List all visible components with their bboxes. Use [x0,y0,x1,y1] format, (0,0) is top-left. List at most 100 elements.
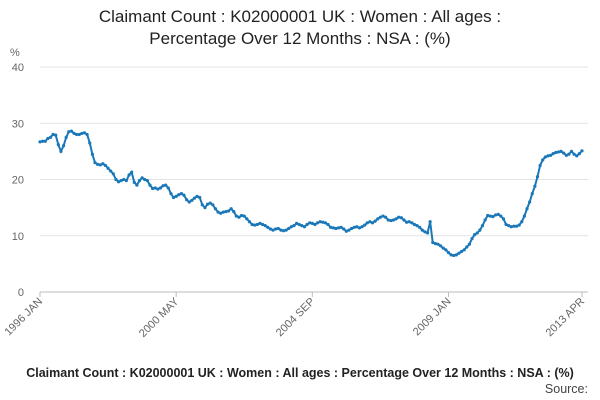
x-tick-label: 2013 APR [544,296,588,340]
data-point [541,158,545,162]
data-point [279,228,283,232]
data-point [454,253,458,257]
data-point [436,242,440,246]
data-point [355,225,359,229]
data-point [260,222,265,227]
data-point [101,162,105,166]
data-point [562,151,566,155]
data-point [336,226,341,230]
data-point [478,228,482,232]
data-point [404,220,409,224]
data-point [216,210,220,214]
data-point [569,149,574,153]
data-point [520,220,524,224]
data-point [109,169,113,173]
data-point [294,221,299,225]
data-point [331,226,335,230]
data-point [219,211,223,215]
data-point [221,210,225,214]
data-point [449,253,453,257]
data-point [389,218,393,223]
data-point [132,180,136,184]
data-point [119,179,123,183]
data-point [255,222,259,227]
data-point [169,191,173,196]
data-point [418,225,422,229]
data-point [211,203,215,207]
data-point [509,225,513,229]
data-point [297,222,301,227]
data-point [415,224,419,228]
data-point [232,209,236,214]
data-point [130,170,134,174]
data-point [67,130,71,134]
data-point [54,133,58,137]
data-point [439,244,443,248]
data-point [263,224,267,228]
data-point [530,191,534,196]
data-point [342,227,346,231]
data-point [533,184,537,188]
data-point [93,161,97,165]
data-point [145,179,149,183]
data-point [292,224,296,228]
data-point [470,236,474,241]
data-point [224,209,228,214]
data-point [357,226,362,230]
data-point [370,221,375,225]
data-point [349,226,354,231]
data-point [321,220,325,224]
data-point [577,152,581,156]
data-point [124,179,129,183]
data-point [268,227,273,231]
y-axis-label: % [10,47,20,59]
data-point [528,200,532,204]
data-point [192,196,197,200]
data-point [384,215,388,219]
data-point [465,245,469,249]
data-point [313,222,317,227]
y-tick-label: 40 [12,62,24,74]
data-point [488,214,492,218]
data-point [344,229,348,233]
y-tick-label: 20 [12,175,24,187]
data-point [274,227,278,231]
data-point [559,149,563,153]
data-point [381,214,385,218]
data-point [203,206,207,210]
data-point [308,221,312,225]
data-point [43,139,47,143]
data-point [496,212,500,216]
data-point [198,195,202,200]
data-point [114,177,118,182]
data-point [446,251,451,255]
data-point [514,224,519,228]
data-point [467,242,472,246]
data-point [127,173,131,177]
data-point [428,220,432,224]
data-point [493,213,498,217]
data-point [368,220,372,224]
data-point [179,191,183,196]
data-point [171,195,176,200]
data-point [38,140,42,144]
data-point [164,183,168,187]
chart-title: Claimant Count : K02000001 UK : Women : … [99,7,501,26]
data-point [394,217,398,221]
x-tick-label: 2004 SEP [274,296,318,340]
data-point [59,149,63,153]
x-tick-label: 2000 MAY [137,295,182,340]
data-point [410,221,414,225]
data-point [90,152,94,156]
data-point [580,149,584,153]
data-point [253,223,257,227]
source: Source: [545,382,588,396]
data-point [56,143,60,147]
chart-title: Percentage Over 12 Months : NSA : (%) [149,29,450,48]
data-point [402,218,406,222]
data-point [373,219,377,223]
data-point [69,129,74,133]
data-point [407,220,411,224]
data-point [543,155,547,159]
data-point [271,228,275,232]
